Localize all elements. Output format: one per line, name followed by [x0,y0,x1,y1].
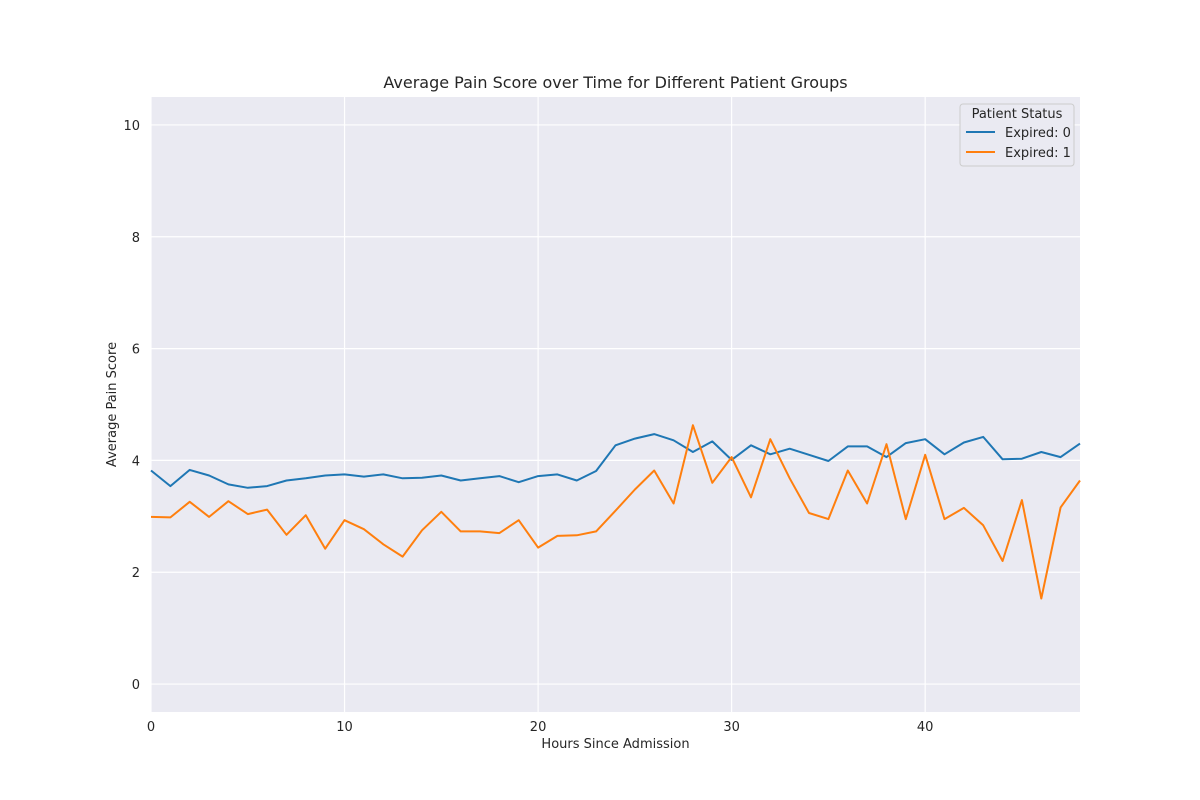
y-tick-label: 6 [132,343,140,358]
y-tick-label: 0 [132,678,140,693]
series-line-expired-1 [150,424,1081,600]
plot-background [151,97,1080,712]
y-axis-label: Average Pain Score [105,342,120,467]
chart-title: Average Pain Score over Time for Differe… [383,73,847,92]
legend-box [959,103,1075,167]
x-axis-label: Hours Since Admission [541,737,689,752]
legend: Patient Status Expired: 0 Expired: 1 [959,103,1075,167]
y-tick-label: 4 [132,454,140,469]
grid-lines [150,97,1080,712]
legend-title: Patient Status [972,107,1063,122]
legend-label-expired-1: Expired: 1 [1005,146,1071,161]
x-tick-label: 20 [530,720,547,735]
legend-label-expired-0: Expired: 0 [1005,126,1071,141]
y-tick-label: 2 [132,566,140,581]
y-tick-label: 10 [123,119,140,134]
x-tick-label: 30 [723,720,740,735]
series-line-expired-0 [150,433,1081,489]
x-tick-label: 40 [917,720,934,735]
y-tick-label: 8 [132,231,140,246]
series-lines [150,424,1081,600]
x-tick-label: 0 [147,720,155,735]
x-tick-label: 10 [336,720,353,735]
tick-labels: 0 10 20 30 40 0 2 4 6 8 10 [123,119,933,735]
